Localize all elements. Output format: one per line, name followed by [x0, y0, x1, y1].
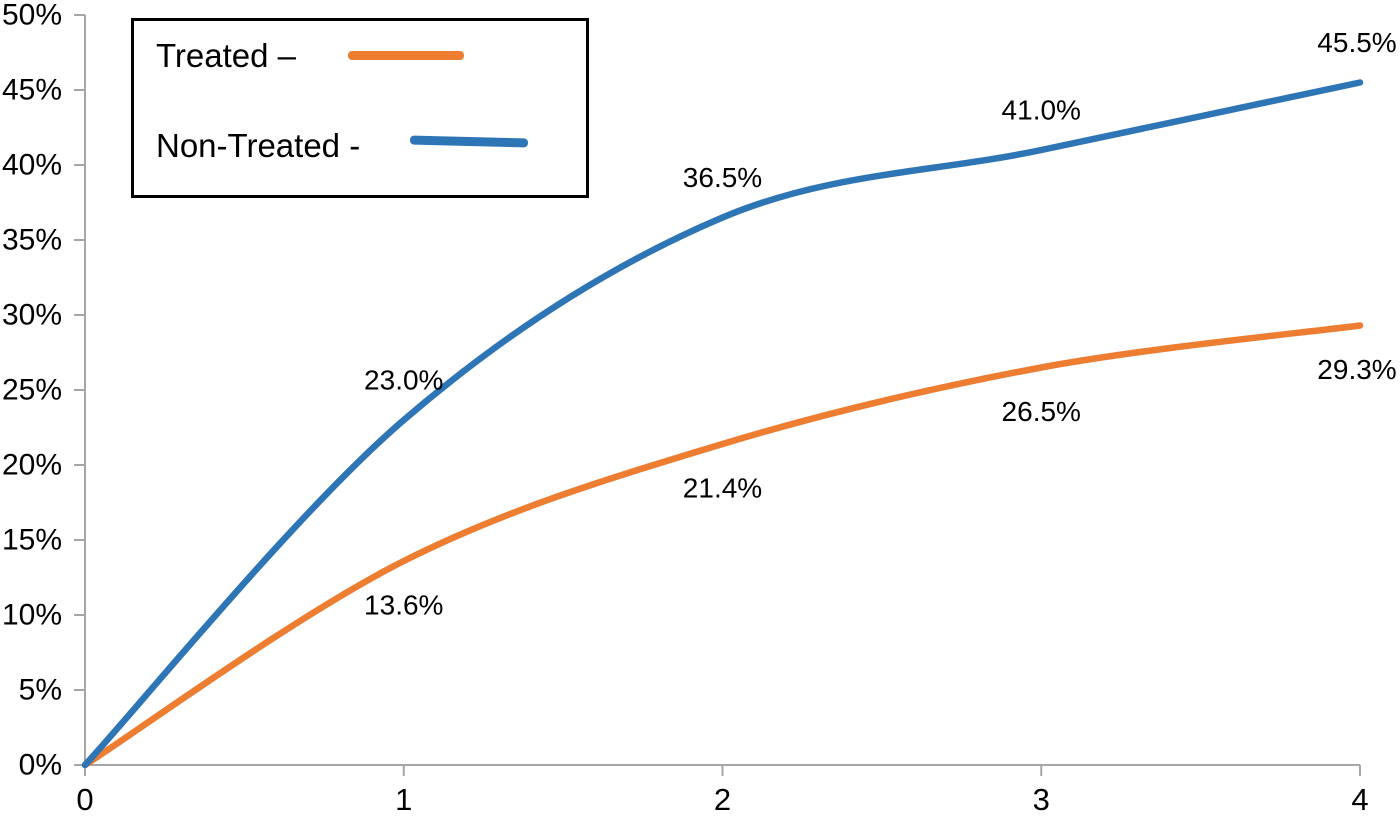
- x-tick-label: 3: [1033, 782, 1050, 817]
- y-tick-label: 5%: [19, 674, 62, 707]
- series-line-treated: [81, 322, 1364, 769]
- y-tick-label: 35%: [2, 224, 62, 257]
- data-label-treated: 21.4%: [683, 473, 762, 504]
- series-line-non-treated: [81, 79, 1364, 769]
- y-tick-label: 50%: [2, 0, 62, 32]
- data-label-non-treated: 45.5%: [1317, 27, 1396, 58]
- x-tick-label: 4: [1351, 782, 1368, 817]
- data-label-non-treated: 23.0%: [364, 365, 443, 396]
- data-label-non-treated: 41.0%: [1002, 95, 1081, 126]
- x-tick-label: 2: [714, 782, 731, 817]
- y-tick-label: 25%: [2, 374, 62, 407]
- data-label-treated: 29.3%: [1317, 354, 1396, 385]
- y-tick-label: 30%: [2, 299, 62, 332]
- y-tick-label: 15%: [2, 524, 62, 557]
- legend: Treated – Non-Treated -: [131, 18, 589, 198]
- y-tick-label: 10%: [2, 599, 62, 632]
- legend-label-treated: Treated –: [156, 37, 297, 74]
- data-label-treated: 13.6%: [364, 590, 443, 621]
- x-tick-label: 1: [395, 782, 412, 817]
- data-label-treated: 26.5%: [1002, 396, 1081, 427]
- y-tick-label: 20%: [2, 449, 62, 482]
- legend-line-sample-treated: [348, 51, 464, 60]
- y-tick-label: 45%: [2, 74, 62, 107]
- y-tick-label: 40%: [2, 149, 62, 182]
- y-tick-label: 0%: [19, 749, 62, 782]
- data-label-non-treated: 36.5%: [683, 162, 762, 193]
- legend-line-sample-non-treated: [409, 135, 529, 148]
- x-tick-label: 0: [76, 782, 93, 817]
- legend-label-non-treated: Non-Treated -: [156, 127, 361, 164]
